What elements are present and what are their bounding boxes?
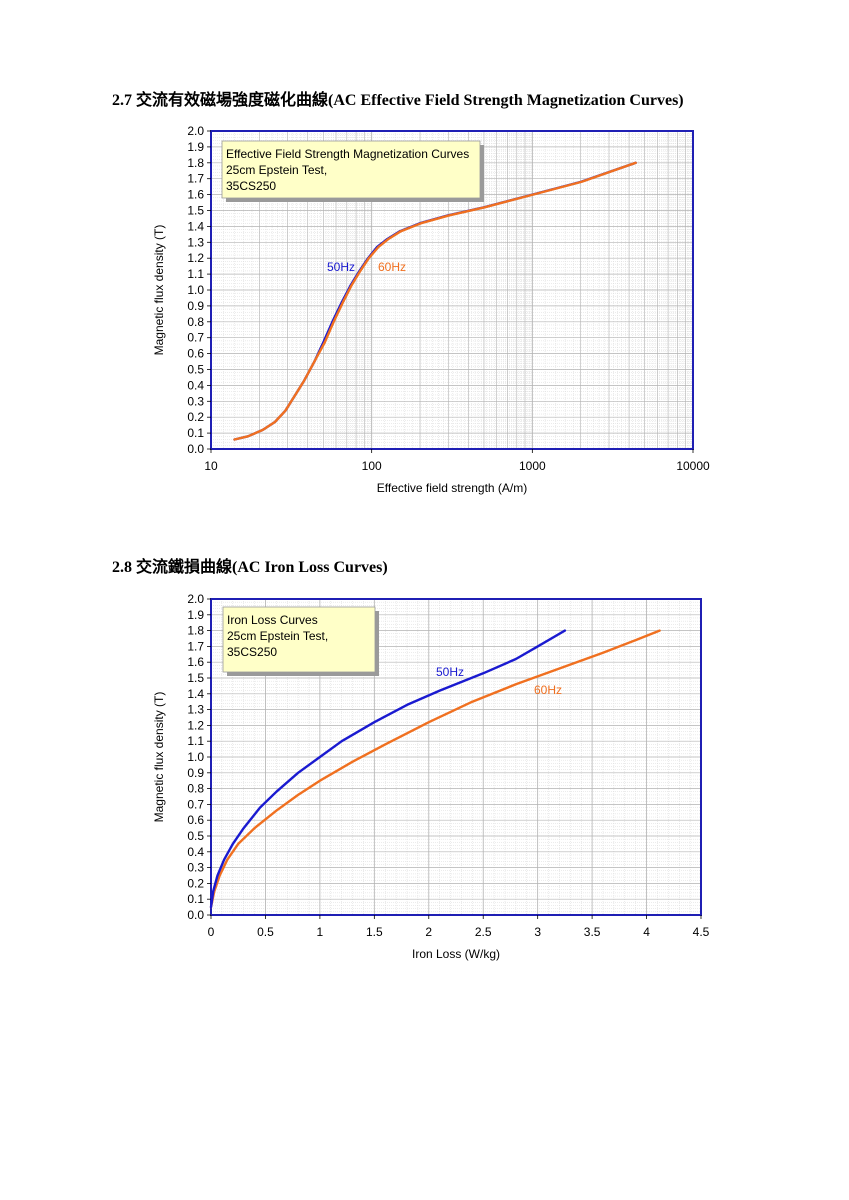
y-tick-label: 0.4 (187, 845, 204, 859)
x-tick-label: 1.5 (366, 925, 383, 939)
y-tick-label: 0.1 (187, 426, 204, 440)
series-label-50hz: 50Hz (327, 260, 355, 274)
y-tick-label: 0.8 (187, 315, 204, 329)
x-tick-label: 3.5 (584, 925, 601, 939)
annotation-box (221, 140, 481, 199)
y-tick-label: 1.6 (187, 188, 204, 202)
y-tick-label: 1.2 (187, 718, 204, 732)
y-tick-label: 1.3 (187, 703, 204, 717)
x-tick-label: 1000 (519, 459, 546, 473)
y-tick-label: 0.6 (187, 813, 204, 827)
y-tick-label: 0.7 (187, 797, 204, 811)
y-tick-label: 1.9 (187, 140, 204, 154)
series-line-60hz (233, 161, 637, 441)
y-tick-label: 1.4 (187, 687, 204, 701)
y-tick-label: 1.6 (187, 655, 204, 669)
y-tick-label: 0.5 (187, 363, 204, 377)
annotation-line: 35CS250 (226, 179, 276, 193)
y-tick-label: 1.5 (187, 204, 204, 218)
y-tick-label: 0.5 (187, 829, 204, 843)
iron-loss-curve-chart: 0.00.10.20.30.40.50.60.70.80.91.01.11.21… (152, 592, 710, 961)
y-tick-label: 0.3 (187, 861, 204, 875)
x-tick-label: 1 (317, 925, 324, 939)
section-heading-2-7: 2.7 交流有效磁場強度磁化曲線(AC Effective Field Stre… (112, 92, 684, 109)
x-tick-label: 100 (362, 459, 382, 473)
x-tick-label: 2 (425, 925, 432, 939)
series-line-60hz (209, 629, 661, 909)
y-tick-label: 0.8 (187, 782, 204, 796)
series-label-60hz: 60Hz (378, 260, 406, 274)
y-tick-label: 1.7 (187, 172, 204, 186)
y-tick-label: 1.0 (187, 750, 204, 764)
section-heading-2-8: 2.8 交流鐵損曲線(AC Iron Loss Curves) (112, 559, 388, 576)
y-tick-label: 1.0 (187, 283, 204, 297)
y-tick-label: 0.9 (187, 299, 204, 313)
y-tick-label: 0.1 (187, 892, 204, 906)
y-tick-label: 2.0 (187, 124, 204, 138)
annotation-box (222, 606, 376, 673)
y-tick-label: 0.9 (187, 766, 204, 780)
x-tick-label: 4.5 (693, 925, 710, 939)
x-tick-label: 10 (204, 459, 218, 473)
magnetization-curve-chart: 0.0 0.1 0.2 0.3 0.40.5 0.6 0.7 0.8 0.9 1.0 1.1 1.2 1… (152, 124, 710, 495)
y-tick-label: 1.1 (187, 267, 204, 281)
y-tick-label: 0.0 (187, 442, 204, 456)
y-tick-label: 1.2 (187, 251, 204, 265)
annotation-line: 35CS250 (227, 645, 277, 659)
y-axis-label: Magnetic flux density (T) (152, 225, 166, 356)
x-axis-label: Iron Loss (W/kg) (412, 947, 500, 961)
x-tick-label: 10000 (676, 459, 710, 473)
y-tick-label: 0.2 (187, 410, 204, 424)
y-tick-label: 0.2 (187, 876, 204, 890)
x-tick-label: 0.5 (257, 925, 274, 939)
x-tick-label: 0 (208, 925, 215, 939)
x-tick-label: 4 (643, 925, 650, 939)
y-tick-label: 0.6 (187, 347, 204, 361)
y-tick-label: 0.3 (187, 394, 204, 408)
x-tick-label: 2.5 (475, 925, 492, 939)
annotation-line: Iron Loss Curves (227, 613, 318, 627)
y-tick-label: 1.5 (187, 671, 204, 685)
x-axis-label: Effective field strength (A/m) (377, 481, 528, 495)
y-tick-label: 1.8 (187, 156, 204, 170)
y-tick-label: 1.8 (187, 624, 204, 638)
y-axis-label: Magnetic flux density (T) (152, 692, 166, 823)
annotation-line: Effective Field Strength Magnetization C… (226, 147, 469, 161)
series-label-60hz: 60Hz (534, 683, 562, 697)
series-label-50hz: 50Hz (436, 665, 464, 679)
annotation-line: 25cm Epstein Test, (227, 629, 328, 643)
y-tick-label: 1.4 (187, 219, 204, 233)
y-tick-label: 1.3 (187, 235, 204, 249)
y-tick-label: 0.4 (187, 378, 204, 392)
y-tick-label: 1.7 (187, 639, 204, 653)
annotation-line: 25cm Epstein Test, (226, 163, 327, 177)
y-tick-label: 1.9 (187, 608, 204, 622)
y-tick-label: 0.7 (187, 331, 204, 345)
y-tick-label: 2.0 (187, 592, 204, 606)
y-tick-label: 1.1 (187, 734, 204, 748)
x-tick-label: 3 (534, 925, 541, 939)
y-tick-label: 0.0 (187, 908, 204, 922)
series-line-50hz (209, 629, 567, 909)
